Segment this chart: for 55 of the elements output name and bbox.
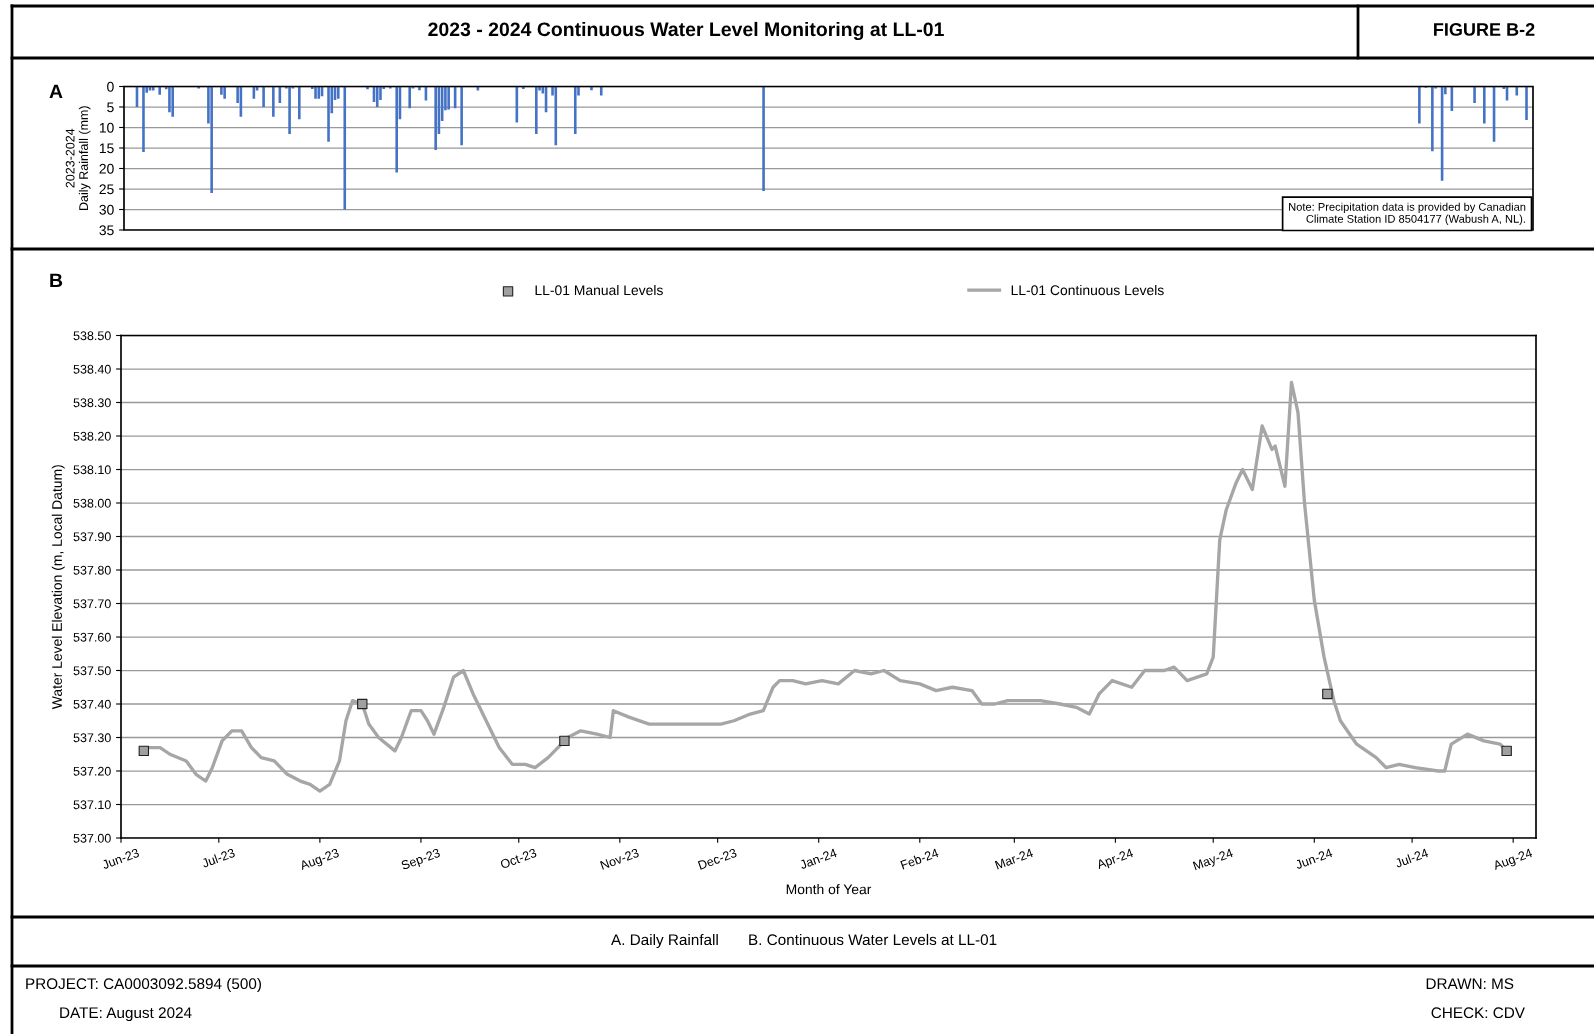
text: A. Daily Rainfall (611, 933, 718, 949)
y-tick-label: 5 (107, 102, 114, 113)
legend-label: LL-01 Continuous Levels (1011, 284, 1164, 296)
x-tick-label: Jun-23 (101, 848, 140, 870)
x-tick-label: Sep-23 (400, 848, 442, 873)
y-tick-label: 538.50 (73, 331, 111, 341)
y-tick-label: 0 (107, 81, 114, 92)
y-tick-label: 537.00 (73, 833, 111, 843)
annotation: Note: Precipitation data is provided by Canadian Climate Station ID 8504177 (Wabush A, NL). (1289, 202, 1526, 225)
x-tick-label: Jun-24 (1294, 848, 1334, 870)
x-tick-label: Jul-24 (1394, 847, 1429, 868)
y-tick-label: 537.60 (73, 632, 111, 642)
y-tick-label: 537.70 (73, 599, 111, 609)
text: B (50, 273, 63, 288)
y-axis-title: 2023-2024 Daily Rainfall (mm) (65, 106, 91, 211)
text: FIGURE B-2 (1434, 23, 1535, 36)
y-axis-title: Water Level Elevation (m, Local Datum) (51, 465, 65, 710)
x-tick-label: Aug-24 (1492, 848, 1534, 873)
x-tick-label: Jan-24 (799, 848, 838, 870)
y-tick-label: 537.30 (73, 733, 111, 743)
x-tick-label: Aug-23 (299, 848, 341, 873)
legend-label: LL-01 Manual Levels (535, 284, 663, 296)
y-tick-label: 538.30 (73, 398, 111, 408)
x-tick-label: Apr-24 (1095, 848, 1135, 872)
y-tick-label: 20 (99, 163, 114, 174)
y-tick-label: 537.40 (73, 699, 111, 709)
y-tick-label: 538.00 (73, 498, 111, 508)
x-tick-label: Oct-23 (499, 848, 538, 869)
y-tick-label: 538.20 (73, 431, 111, 441)
x-tick-label: Dec-23 (697, 848, 738, 870)
x-tick-label: Feb-24 (900, 847, 940, 870)
x-axis-title: Month of Year (786, 884, 872, 895)
y-tick-label: 25 (99, 184, 114, 195)
y-tick-label: 15 (99, 143, 114, 154)
x-tick-label: Nov-23 (599, 848, 640, 870)
y-tick-label: 537.50 (73, 666, 111, 676)
y-tick-label: 538.40 (73, 364, 111, 374)
y-tick-label: 537.20 (73, 766, 111, 776)
text: PROJECT: CA0003092.5894 (500) (26, 977, 261, 993)
x-tick-label: Jul-23 (201, 847, 236, 868)
text: DRAWN: MS (1426, 978, 1514, 990)
x-tick-label: May-24 (1192, 848, 1235, 873)
y-tick-label: 537.80 (73, 565, 111, 575)
x-tick-label: Mar-24 (994, 848, 1034, 870)
y-tick-label: 538.10 (73, 465, 111, 475)
text: CHECK: CDV (1431, 1007, 1525, 1019)
y-tick-label: 10 (99, 122, 114, 133)
text: A (49, 84, 63, 99)
chart-title: 2023 - 2024 Continuous Water Level Monitoring at LL-01 (428, 21, 944, 41)
text: B. Continuous Water Levels at LL-01 (749, 933, 997, 946)
text: DATE: August 2024 (60, 1007, 192, 1022)
y-tick-label: 537.10 (73, 800, 111, 810)
y-tick-label: 30 (99, 204, 114, 215)
y-tick-label: 537.90 (73, 532, 111, 542)
y-tick-label: 35 (99, 225, 114, 236)
